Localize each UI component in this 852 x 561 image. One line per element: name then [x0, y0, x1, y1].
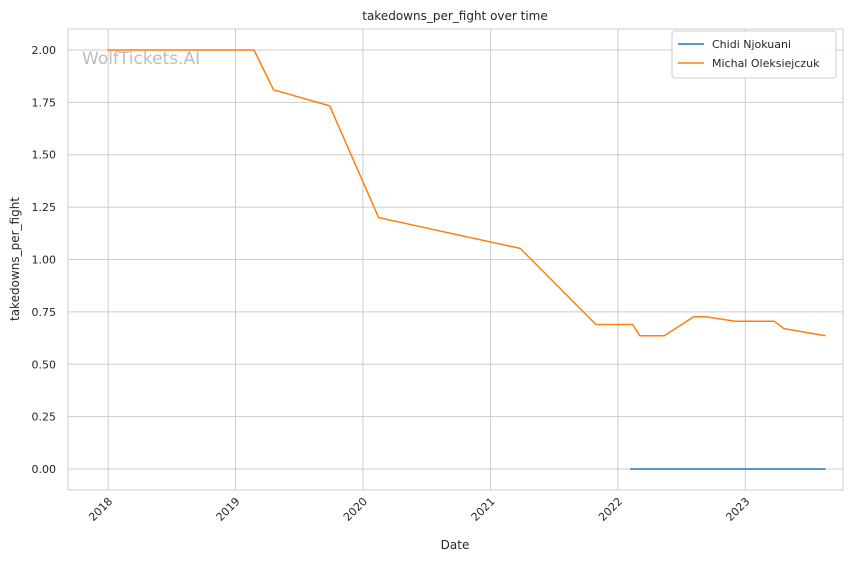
x-tick-labels: 2018 2019 2020 2021 2022 2023 [86, 495, 752, 524]
legend-box [671, 30, 837, 79]
y-tick-label: 1.00 [32, 254, 57, 267]
y-tick-label: 1.75 [32, 96, 57, 109]
y-tick-label: 0.50 [32, 358, 57, 371]
y-tick-label: 1.50 [32, 149, 57, 162]
x-tick-label: 2023 [723, 495, 752, 524]
y-tick-label: 2.00 [32, 44, 57, 57]
y-tick-label: 0.75 [32, 306, 57, 319]
x-tick-label: 2020 [341, 495, 370, 524]
chart-title: takedowns_per_fight over time [362, 9, 548, 23]
y-gridlines [68, 49, 843, 470]
legend-label-0: Chidi Njokuani [712, 38, 791, 51]
x-tick-label: 2019 [214, 495, 243, 524]
y-tick-label: 0.00 [32, 463, 57, 476]
legend-label-1: Michal Oleksiejczuk [712, 57, 820, 70]
legend: Chidi Njokuani Michal Oleksiejczuk [671, 30, 837, 79]
x-tick-label: 2021 [469, 495, 498, 524]
series-layer [107, 49, 826, 470]
x-axis-title: Date [441, 538, 470, 552]
series-line-1 [107, 49, 826, 337]
legend-items: Chidi Njokuani Michal Oleksiejczuk [678, 38, 820, 70]
y-axis-title: takedowns_per_fight [8, 197, 22, 321]
watermark: WolfTickets.AI [82, 49, 200, 69]
y-tick-label: 1.25 [32, 201, 57, 214]
x-tick-label: 2018 [86, 495, 115, 524]
y-tick-label: 0.25 [32, 411, 57, 424]
y-tick-labels: 0.00 0.25 0.50 0.75 1.00 1.25 1.50 1.75 2.00 [32, 44, 57, 476]
x-tick-label: 2022 [596, 495, 625, 524]
plot-area-frame [67, 28, 844, 491]
